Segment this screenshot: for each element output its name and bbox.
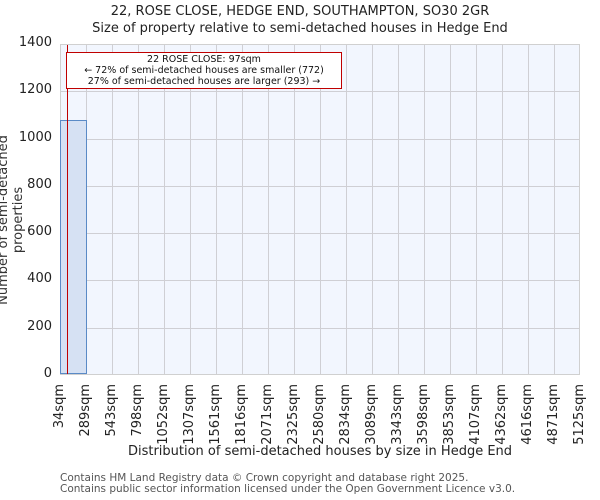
v-gridline (502, 45, 503, 374)
chart-subtitle: Size of property relative to semi-detach… (92, 21, 508, 36)
v-gridline (268, 45, 269, 374)
v-gridline (346, 45, 347, 374)
y-tick-label: 0 (43, 366, 52, 381)
h-gridline (61, 327, 579, 329)
v-gridline (450, 45, 451, 374)
h-gridline (61, 185, 579, 187)
y-tick-label: 1400 (18, 35, 52, 50)
v-gridline (320, 45, 321, 374)
v-gridline (398, 45, 399, 374)
y-tick-label: 200 (27, 318, 52, 334)
annotation-line-3: 27% of semi-detached houses are larger (… (87, 76, 321, 87)
plot-area (60, 44, 580, 375)
h-gridline (61, 233, 579, 235)
property-marker-line (67, 45, 69, 374)
histogram-bar (60, 119, 87, 374)
annotation-box: 22 ROSE CLOSE: 97sqm ← 72% of semi-detac… (66, 52, 342, 89)
y-tick-label: 600 (27, 224, 52, 240)
v-gridline (424, 45, 425, 374)
v-gridline (138, 45, 139, 374)
y-tick-label: 400 (27, 271, 52, 287)
annotation-line-1: 22 ROSE CLOSE: 97sqm (147, 54, 261, 65)
y-tick-label: 800 (27, 176, 52, 192)
v-gridline (528, 45, 529, 374)
v-gridline (242, 45, 243, 374)
h-gridline (61, 138, 579, 140)
v-gridline (294, 45, 295, 374)
footer-licence: Contains public sector information licen… (60, 483, 516, 495)
chart-title: 22, ROSE CLOSE, HEDGE END, SOUTHAMPTON, … (110, 4, 490, 19)
annotation-line-2: ← 72% of semi-detached houses are smalle… (84, 65, 324, 76)
v-gridline (476, 45, 477, 374)
h-gridline (61, 280, 579, 282)
v-gridline (164, 45, 165, 374)
v-gridline (190, 45, 191, 374)
v-gridline (372, 45, 373, 374)
v-gridline (554, 45, 555, 374)
y-tick-label: 1000 (18, 129, 52, 145)
h-gridline (61, 91, 579, 93)
v-gridline (112, 45, 113, 374)
v-gridline (216, 45, 217, 374)
y-tick-label: 1200 (18, 82, 52, 98)
x-axis-label: Distribution of semi-detached houses by … (127, 444, 513, 459)
footer-copyright: Contains HM Land Registry data © Crown c… (60, 472, 469, 484)
y-axis-label: Number of semi-detached properties (0, 135, 26, 305)
